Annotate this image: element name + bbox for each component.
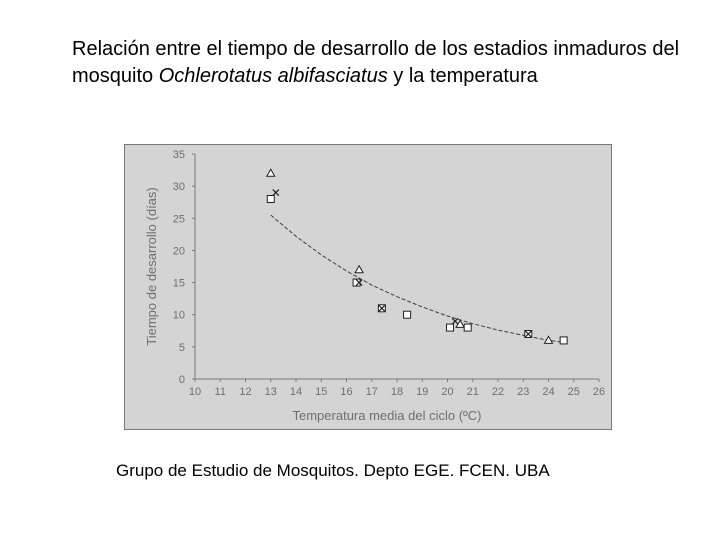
y-tick-label: 30	[173, 181, 185, 193]
chart-frame	[123, 143, 613, 431]
x-tick-label: 12	[239, 386, 251, 398]
x-tick-label: 19	[416, 386, 428, 398]
slide-caption: Grupo de Estudio de Mosquitos. Depto EGE…	[116, 461, 550, 480]
x-tick-label: 16	[340, 386, 352, 398]
x-marker	[524, 330, 532, 338]
title-text-post: y la temperatura	[387, 65, 538, 87]
fit-curve	[270, 214, 569, 344]
x-marker	[272, 189, 280, 196]
y-tick-label: 35	[173, 149, 185, 161]
x-tick-labels: 10 11 12 13 14 15 16 17 18 19 20 21 22 23 24 25 26	[189, 379, 605, 398]
triangle-marker	[265, 168, 276, 177]
square-marker	[403, 310, 412, 319]
triangle-marker	[354, 264, 364, 274]
x-tick-label: 14	[290, 386, 302, 398]
x-marker	[451, 317, 459, 325]
x-tick-label: 18	[391, 386, 403, 398]
scatter-chart: 0 5 10 15 20 25 30 35 10 11 12 13 14 15 16 17 18 19 20 21 2…	[123, 143, 613, 431]
x-tick-label: 20	[441, 386, 453, 398]
y-axis-label: Tiempo de desarrollo (días)	[144, 187, 159, 345]
x-tick-label: 17	[366, 386, 378, 398]
x-tick-label: 23	[517, 386, 529, 398]
square-marker	[352, 278, 361, 287]
x-axis-label: Temperatura media del ciclo (ºC)	[293, 408, 482, 423]
y-tick-labels: 0 5 10 15 20 25 30 35	[173, 149, 195, 386]
x-marker	[378, 304, 386, 312]
x-tick-label: 22	[492, 386, 504, 398]
x-tick-label: 24	[542, 386, 554, 398]
y-tick-label: 25	[173, 213, 185, 225]
y-tick-label: 20	[173, 245, 185, 257]
x-tick-label: 10	[189, 386, 201, 398]
square-marker	[559, 336, 568, 345]
y-tick-label: 10	[173, 310, 185, 322]
x-tick-label: 25	[568, 386, 580, 398]
x-tick-label: 21	[467, 386, 479, 398]
title-text-pre: Relación entre el tiempo de desarrollo d…	[72, 38, 680, 87]
triangle-marker	[543, 335, 554, 344]
fit-curve-layer	[270, 214, 569, 344]
x-tick-label: 26	[593, 386, 605, 398]
y-tick-label: 5	[179, 342, 185, 354]
slide-title: Relación entre el tiempo de desarrollo d…	[72, 36, 692, 90]
square-marker	[463, 323, 472, 332]
y-tick-label: 15	[173, 278, 185, 290]
x-marker	[355, 279, 363, 286]
x-tick-label: 13	[265, 386, 277, 398]
x-tick-label: 11	[215, 386, 226, 398]
title-species: Ochlerotatus albifasciatus	[158, 65, 388, 87]
data-points	[265, 168, 568, 345]
chart-figure: 0 5 10 15 20 25 30 35 10 11 12 13 14 15 16 17 18 19 20 21 2…	[123, 143, 613, 431]
square-marker	[266, 195, 275, 203]
x-tick-label: 15	[315, 386, 327, 398]
square-marker	[446, 323, 455, 332]
y-tick-label: 0	[179, 374, 185, 386]
